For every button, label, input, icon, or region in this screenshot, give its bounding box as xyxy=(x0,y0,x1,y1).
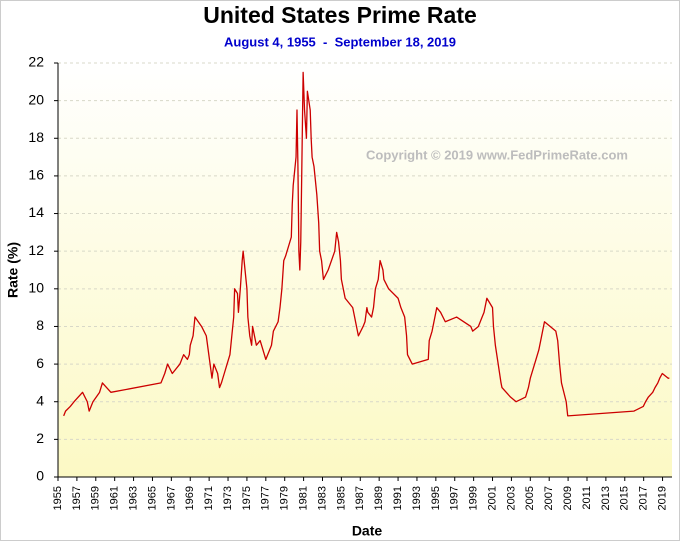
x-tick-label: 2001 xyxy=(486,486,498,510)
y-tick-label: 22 xyxy=(28,54,44,70)
y-tick-label: 10 xyxy=(28,280,44,296)
chart-subtitle: August 4, 1955 - September 18, 2019 xyxy=(224,34,456,49)
x-tick-label: 1997 xyxy=(449,486,461,510)
x-tick-label: 1993 xyxy=(411,486,423,510)
x-tick-label: 1967 xyxy=(165,486,177,510)
plot-area xyxy=(58,63,672,477)
y-tick-label: 16 xyxy=(28,167,44,183)
x-axis-label: Date xyxy=(352,523,383,539)
x-tick-label: 1969 xyxy=(184,486,196,510)
x-tick-label: 1989 xyxy=(373,486,385,510)
y-tick-label: 0 xyxy=(36,468,44,484)
y-tick-label: 2 xyxy=(36,430,44,446)
y-axis-label: Rate (%) xyxy=(5,242,21,298)
x-tick-label: 2007 xyxy=(543,486,555,510)
x-tick-label: 1971 xyxy=(203,486,215,510)
x-tick-label: 1959 xyxy=(90,486,102,510)
x-tick-label: 2015 xyxy=(619,486,631,510)
x-tick-label: 1979 xyxy=(279,486,291,510)
x-tick-label: 1975 xyxy=(241,486,253,510)
x-tick-label: 2009 xyxy=(562,486,574,510)
rate-line xyxy=(63,71,670,417)
x-tick-label: 2003 xyxy=(505,486,517,510)
y-tick-label: 14 xyxy=(28,204,44,220)
y-tick-label: 4 xyxy=(36,392,44,408)
y-tick-label: 8 xyxy=(36,317,44,333)
x-tick-label: 1987 xyxy=(354,486,366,510)
x-tick-label: 2017 xyxy=(638,486,650,510)
x-tick-label: 2013 xyxy=(600,486,612,510)
x-tick-label: 1973 xyxy=(222,486,234,510)
x-tick-label: 1995 xyxy=(430,486,442,510)
y-tick-label: 12 xyxy=(28,242,44,258)
x-tick-label: 2011 xyxy=(581,486,593,510)
x-tick-label: 1977 xyxy=(260,486,272,510)
y-tick-label: 18 xyxy=(28,129,44,145)
y-tick-label: 6 xyxy=(36,355,44,371)
x-tick-label: 1957 xyxy=(71,486,83,510)
x-tick-label: 1985 xyxy=(335,486,347,510)
x-tick-label: 1955 xyxy=(52,486,64,510)
y-tick-label: 20 xyxy=(28,91,44,107)
x-tick-label: 1981 xyxy=(298,486,310,510)
x-tick-label: 1983 xyxy=(316,486,328,510)
x-tick-label: 1963 xyxy=(127,486,139,510)
x-tick-label: 1991 xyxy=(392,486,404,510)
x-tick-label: 2005 xyxy=(524,486,536,510)
x-tick-label: 2019 xyxy=(656,486,668,510)
chart-title: United States Prime Rate xyxy=(203,2,477,28)
watermark: Copyright © 2019 www.FedPrimeRate.com xyxy=(366,147,628,162)
x-tick-label: 1961 xyxy=(109,486,121,510)
x-tick-label: 1999 xyxy=(468,486,480,510)
x-tick-label: 1965 xyxy=(146,486,158,510)
